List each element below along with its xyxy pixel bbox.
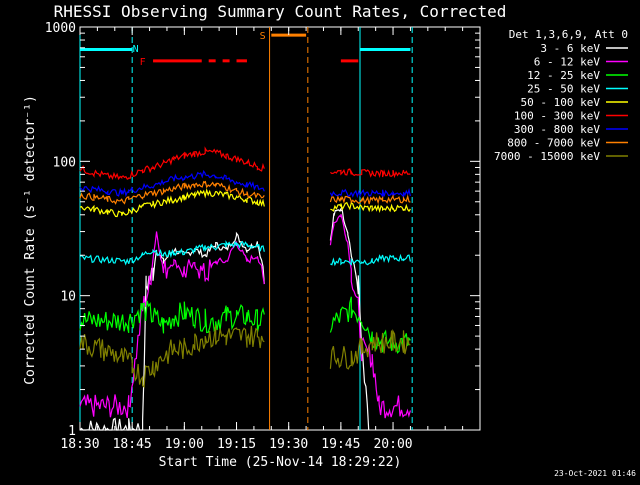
series-line-7	[79, 180, 265, 205]
series-line-1	[329, 214, 411, 419]
legend-label: 6 - 12 keV	[534, 56, 601, 69]
y-axis-label: Corrected Count Rate (s⁻¹ detector⁻¹)	[23, 95, 38, 385]
plot-frame-rect	[79, 26, 481, 431]
axis-ticks: 18:30 18:45 19:00 19:15 19:30 19:45 20:00 1 10 10…	[45, 21, 481, 452]
series-line-5	[79, 146, 265, 181]
x-tick-label: 19:45	[321, 437, 360, 452]
y-tick-label: 1000	[45, 21, 76, 36]
series-line-5	[330, 168, 411, 179]
series-line-0	[329, 206, 370, 431]
series-line-3	[330, 253, 411, 267]
legend-label: 100 - 300 keV	[514, 110, 600, 123]
x-tick-label: 19:00	[165, 437, 204, 452]
series-lines	[79, 146, 411, 432]
legend-label: 300 - 800 keV	[514, 123, 600, 136]
series-line-6	[79, 169, 265, 198]
legend-label: 50 - 100 keV	[521, 96, 601, 109]
x-tick-label: 19:15	[217, 437, 256, 452]
state-flag-label: N	[133, 44, 139, 55]
series-line-2	[79, 300, 265, 334]
legend-label: 3 - 6 keV	[540, 42, 600, 55]
state-flag-label: S	[260, 31, 266, 42]
state-boundary-lines	[79, 27, 413, 430]
series-line-3	[79, 240, 265, 266]
footer-timestamp: 23-Oct-2021 01:46	[554, 469, 636, 478]
state-flag-label: F	[140, 57, 146, 68]
x-tick-label: 20:00	[373, 437, 412, 452]
x-tick-label: 18:45	[113, 437, 152, 452]
legend-label: 7000 - 15000 keV	[494, 150, 600, 163]
series-line-6	[329, 188, 411, 199]
series-line-4	[330, 201, 411, 213]
legend-label: 25 - 50 keV	[527, 83, 600, 96]
x-tick-label: 19:30	[269, 437, 308, 452]
plot-frame	[79, 26, 481, 431]
y-tick-label: 10	[60, 290, 76, 305]
series-line-1	[79, 231, 265, 419]
legend-label: 800 - 7000 keV	[507, 137, 600, 150]
series-line-8	[329, 328, 411, 370]
series-line-4	[79, 188, 265, 218]
state-flag-bars: NF S	[80, 31, 411, 68]
legend-label: 12 - 25 keV	[527, 69, 600, 82]
series-line-7	[329, 193, 411, 205]
x-tick-label: 18:30	[60, 437, 99, 452]
x-axis-label: Start Time (25-Nov-14 18:29:22)	[159, 455, 402, 470]
series-line-0	[79, 231, 265, 432]
series-line-2	[329, 296, 411, 354]
y-tick-label: 100	[53, 155, 76, 170]
legend-header: Det 1,3,6,9, Att 0	[509, 28, 628, 41]
series-line-8	[79, 325, 265, 389]
y-tick-label: 1	[68, 424, 76, 439]
chart-title: RHESSI Observing Summary Count Rates, Co…	[54, 2, 507, 21]
